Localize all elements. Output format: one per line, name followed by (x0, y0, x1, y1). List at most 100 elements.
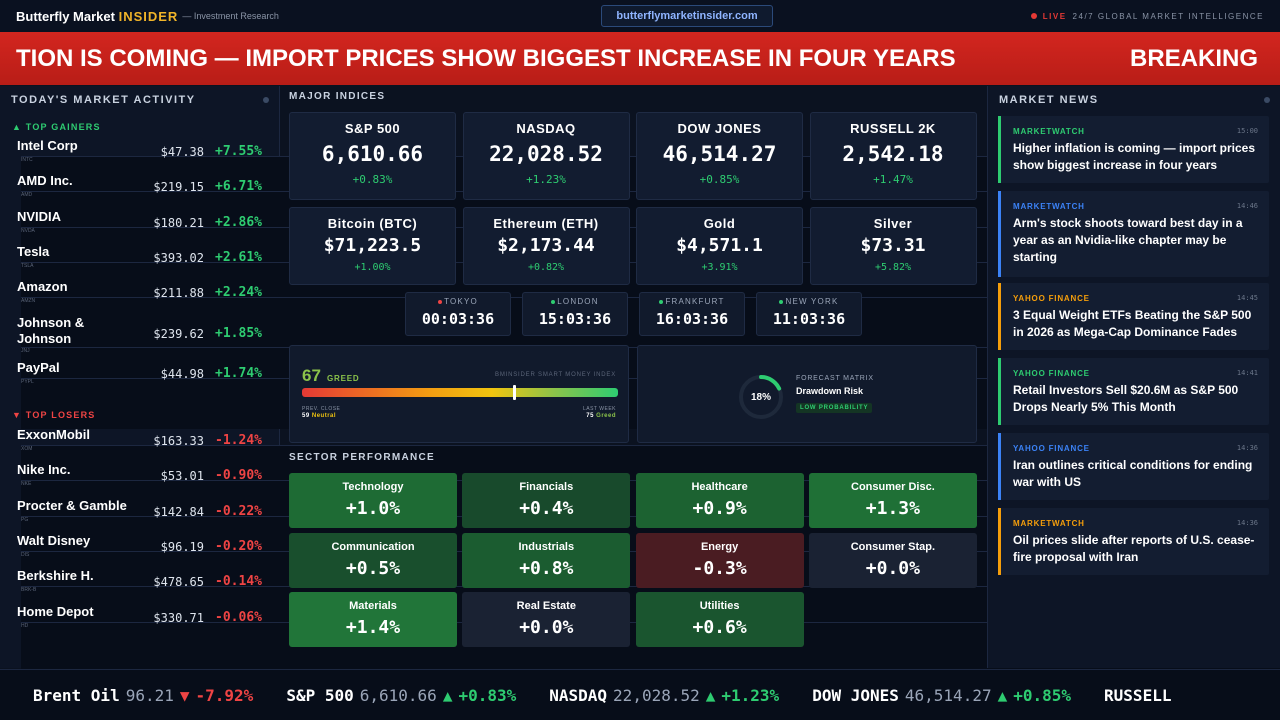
sector-tile[interactable]: Energy -0.3% (635, 532, 804, 588)
live-indicator: LIVE 24/7 GLOBAL MARKET INTELLIGENCE (1030, 0, 1264, 32)
ticker-change: +0.83% (458, 686, 517, 705)
stock-row[interactable]: Procter & Gamble PG $142.84 -0.22% (10, 494, 1280, 567)
sector-tile[interactable]: Consumer Stap. +0.0% (808, 532, 977, 588)
breaking-news-banner[interactable]: TION IS COMING — IMPORT PRICES SHOW BIGG… (0, 32, 1280, 85)
stock-row[interactable]: PayPal PYPL $44.98 +1.74% (10, 356, 1280, 429)
index-label: RUSSELL 2K (850, 121, 936, 136)
stock-row[interactable]: NVIDIA NVDA $180.21 +2.86% (10, 205, 1280, 278)
site-url-button[interactable]: butterflymarketinsider.com (601, 5, 773, 27)
sector-tile[interactable]: Real Estate +0.0% (462, 592, 631, 647)
index-card[interactable]: NASDAQ 22,028.52 +1.23% (462, 112, 630, 200)
sector-value: +0.4% (519, 498, 574, 519)
stock-row[interactable]: Walt Disney DIS $96.19 -0.20% (10, 529, 1280, 602)
stock-name: PayPal (17, 359, 60, 375)
clock-city: NEW YORK (757, 297, 861, 306)
index-name: BMINSIDER SMART MONEY INDEX (495, 372, 616, 378)
sector-tile[interactable]: Healthcare +0.9% (635, 473, 804, 528)
stock-row[interactable]: ExxonMobil XOM $163.33 -1.24% (10, 423, 1280, 496)
sector-value: -0.3% (692, 557, 747, 579)
stock-row[interactable]: Berkshire H. BRK-B $478.65 -0.14% (10, 564, 1280, 638)
last-week-value: 75 (586, 413, 594, 419)
news-headline: Iran outlines critical conditions for en… (1013, 458, 1253, 489)
sector-value: +0.6% (692, 617, 747, 638)
news-headline: Arm's stock shoots toward best day in a … (1013, 216, 1243, 264)
news-item[interactable]: YAHOO FINANCE 14:36 Iran outlines critical… (998, 433, 1269, 500)
arrow-down-icon: ▼ (179, 686, 190, 705)
header-tagline: 24/7 GLOBAL MARKET INTELLIGENCE (1072, 11, 1264, 21)
brand-logo[interactable]: Butterfly Market INSIDER (16, 9, 178, 24)
ticker-item[interactable]: S&P 500 6,610.66 ▲ +0.83% (286, 686, 516, 705)
forecast-matrix-card[interactable]: 18% FORECAST MATRIX Drawdown Risk LOW PR… (637, 345, 977, 443)
sector-tile[interactable]: Utilities +0.6% (635, 592, 804, 647)
index-card[interactable]: S&P 500 6,610.66 +0.83% (289, 112, 456, 200)
fear-greed-bar (302, 388, 618, 397)
stock-row[interactable]: Intel Corp INTC $47.38 +7.55% (10, 134, 1280, 207)
index-card[interactable]: Ethereum (ETH) $2,173.44 +0.82% (462, 207, 630, 285)
index-card[interactable]: Silver $73.31 +5.82% (809, 207, 977, 285)
stock-price: $53.01 (160, 469, 204, 484)
stock-change: -1.24% (215, 433, 262, 448)
market-clock: NEW YORK 11:03:36 (756, 292, 862, 336)
sector-tile[interactable]: Technology +1.0% (289, 473, 457, 528)
ticker-item[interactable]: NASDAQ 22,028.52 ▲ +1.23% (549, 686, 779, 705)
index-card[interactable]: RUSSELL 2K 2,542.18 +1.47% (809, 112, 977, 200)
news-time: 14:36 (1236, 444, 1258, 452)
sector-tile[interactable]: Industrials +0.8% (462, 532, 631, 588)
stock-row[interactable]: Tesla TSLA $393.02 +2.61% (10, 240, 1280, 313)
stock-row[interactable]: Nike Inc. NKE $53.01 -0.90% (10, 458, 1280, 532)
news-source: MARKETWATCH (1013, 127, 1085, 136)
sector-name: Energy (700, 540, 739, 553)
ticker-item[interactable]: Brent Oil 96.21 ▼ -7.92% (33, 686, 253, 705)
forecast-name: Drawdown Risk (796, 386, 864, 396)
index-label: S&P 500 (344, 121, 401, 136)
sector-tile[interactable]: Consumer Disc. +1.3% (808, 473, 977, 528)
sector-name: Communication (331, 540, 415, 553)
live-label: LIVE (1042, 11, 1067, 21)
stock-name: Intel Corp (17, 138, 78, 153)
stock-row[interactable]: AMD Inc. AMD $219.15 +6.71% (10, 169, 1280, 243)
clock-time: 00:03:36 (421, 310, 495, 328)
sector-tile[interactable]: Materials +1.4% (289, 592, 457, 647)
ticker-value: 22,028.52 (613, 686, 700, 705)
stock-row[interactable]: Johnson & Johnson JNJ $239.62 +1.85% (10, 311, 1280, 398)
news-item[interactable]: YAHOO FINANCE 14:45 3 Equal Weight ETFs Be… (998, 283, 1269, 350)
major-indices-title: MAJOR INDICES (289, 91, 386, 102)
news-item[interactable]: YAHOO FINANCE 14:41 Retail Investors Sell … (998, 358, 1269, 425)
news-headline: Higher inflation is coming — import pric… (1013, 141, 1256, 172)
prev-close-value: 59 (302, 413, 310, 419)
index-value: $2,173.44 (497, 235, 595, 256)
last-week: LAST WEEK 75 Greed (583, 406, 616, 419)
sector-name: Financials (519, 481, 574, 493)
index-card[interactable]: Gold $4,571.1 +3.91% (636, 207, 803, 285)
stock-name: Berkshire H. (17, 568, 94, 584)
news-item[interactable]: MARKETWATCH 14:36 Oil prices slide after r… (998, 508, 1269, 575)
news-time: 14:46 (1236, 202, 1258, 210)
brand-main: Butterfly Market (16, 8, 115, 24)
stock-row[interactable]: Home Depot HD $330.71 -0.06% (10, 600, 1280, 673)
news-time: 14:45 (1236, 294, 1258, 302)
sector-name: Consumer Disc. (851, 481, 935, 493)
stock-price: $219.15 (153, 180, 204, 195)
stock-price: $239.62 (153, 326, 204, 341)
news-item[interactable]: MARKETWATCH 14:46 Arm's stock shoots towar… (998, 191, 1269, 277)
bottom-ticker[interactable]: Brent Oil 96.21 ▼ -7.92% S&P 500 6,610.66 ▲ +0.… (0, 669, 1280, 720)
index-card[interactable]: DOW JONES 46,514.27 +0.85% (636, 112, 803, 200)
sector-tile[interactable]: Financials +0.4% (462, 473, 631, 528)
sector-value: +1.0% (345, 498, 401, 519)
status-dot-icon (1264, 97, 1270, 103)
probability-badge: LOW PROBABILITY (796, 403, 873, 413)
stock-change: +6.71% (215, 179, 262, 195)
stock-row[interactable]: Amazon AMZN $211.88 +2.24% (10, 275, 1280, 349)
news-item[interactable]: MARKETWATCH 15:00 Higher inflation is comi… (998, 116, 1269, 183)
stock-name: Amazon (17, 279, 68, 295)
index-card[interactable]: Bitcoin (BTC) $71,223.5 +1.00% (289, 207, 456, 285)
news-headline: Oil prices slide after reports of U.S. c… (1013, 533, 1255, 564)
smart-money-index-card[interactable]: 67 GREED BMINSIDER SMART MONEY INDEX PRE… (289, 345, 629, 443)
sector-tile[interactable]: Communication +0.5% (289, 532, 457, 588)
index-change: +1.00% (354, 262, 391, 273)
ticker-item[interactable]: DOW JONES 46,514.27 ▲ +0.85% (812, 686, 1071, 705)
market-news-panel: MARKET NEWS MARKETWATCH 15:00 Higher infla… (987, 86, 1280, 668)
ticker-item[interactable]: RUSSELL (1104, 686, 1171, 705)
stock-change: -0.90% (215, 468, 262, 484)
ticker-value: 46,514.27 (904, 686, 992, 705)
